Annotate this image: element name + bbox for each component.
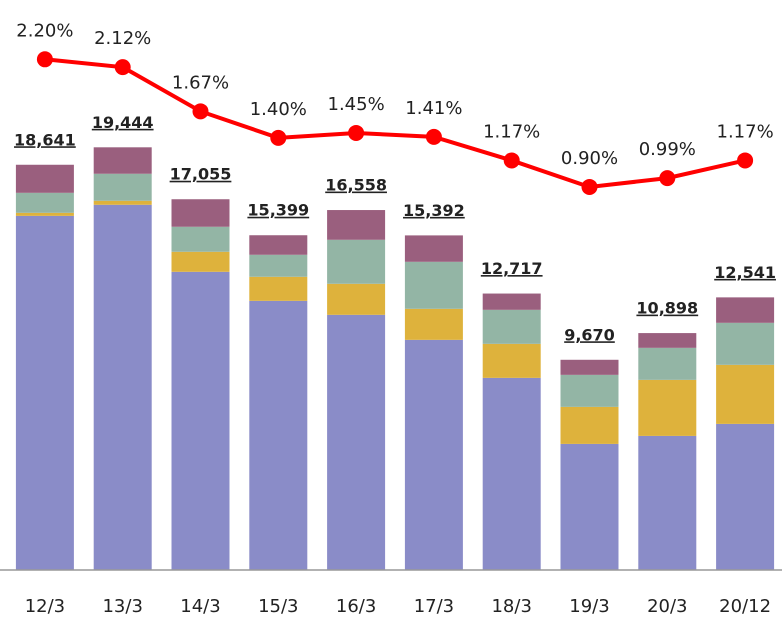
x-tick-label: 16/3 [336, 596, 376, 617]
line-label: 2.20% [16, 20, 73, 41]
total-label: 12,541 [714, 263, 776, 282]
bar-segment [171, 271, 230, 570]
bar-segment [404, 308, 463, 340]
bar-segment [93, 204, 152, 571]
bar-segment [482, 343, 541, 378]
total-label: 15,399 [247, 201, 309, 220]
total-label: 10,898 [636, 299, 698, 318]
total-label: 12,717 [481, 259, 543, 278]
line-label: 1.67% [172, 72, 229, 93]
line-point [659, 170, 676, 187]
bar-segment [560, 406, 619, 444]
bar-segment [171, 226, 230, 252]
line-label: 2.12% [94, 28, 151, 49]
line-label: 1.17% [717, 121, 774, 142]
total-label: 16,558 [325, 176, 387, 195]
bar-segment [171, 251, 230, 272]
bar-segment [15, 192, 74, 213]
bar-segment [482, 309, 541, 344]
bar-segment [327, 210, 386, 240]
bar-segment [638, 333, 697, 348]
bar-segment [638, 379, 697, 436]
line-point [737, 152, 754, 169]
line-label: 0.90% [561, 148, 618, 169]
line-label: 1.41% [405, 98, 462, 119]
line-point [192, 103, 209, 120]
line-point [270, 129, 287, 146]
x-tick-label: 12/3 [25, 596, 65, 617]
bar-segment [716, 364, 775, 424]
bar-segment [560, 359, 619, 375]
bar-segment [560, 374, 619, 407]
x-tick-label: 19/3 [569, 596, 609, 617]
bar-segment [560, 443, 619, 570]
bar-segment [15, 164, 74, 193]
bar-segment [716, 297, 775, 323]
bar-segment [638, 435, 697, 570]
total-label: 15,392 [403, 201, 465, 220]
bar-segment [404, 339, 463, 570]
bar-segment [171, 199, 230, 227]
line-point [425, 128, 442, 145]
bar-segment [249, 235, 308, 255]
line [44, 57, 746, 190]
bar-segment [249, 300, 308, 570]
total-label: 9,670 [564, 325, 615, 344]
bar-segment [15, 212, 74, 216]
bar-segment [482, 293, 541, 310]
line-label: 0.99% [639, 139, 696, 160]
bar-segment [404, 235, 463, 262]
x-tick-label: 20/3 [647, 596, 687, 617]
bar-segment [638, 347, 697, 380]
x-tick-label: 15/3 [258, 596, 298, 617]
line-point [36, 51, 53, 68]
bar-segment [716, 322, 775, 365]
bar-segment [249, 254, 308, 277]
bar-segment [93, 200, 152, 205]
x-tick-label: 18/3 [491, 596, 531, 617]
bar-segment [716, 423, 775, 570]
line-point [348, 124, 365, 141]
bar-segment [327, 239, 386, 284]
line-label: 1.17% [483, 121, 540, 142]
line-point [503, 152, 520, 169]
bar-segment [327, 283, 386, 315]
bar-segment [482, 377, 541, 570]
x-tick-label: 13/3 [102, 596, 142, 617]
total-label: 19,444 [92, 113, 154, 132]
x-tick-label: 17/3 [414, 596, 454, 617]
total-label: 18,641 [14, 130, 76, 149]
line-point [114, 59, 131, 76]
bar-segment [93, 173, 152, 201]
line-label: 1.40% [250, 99, 307, 120]
bar-segment [93, 147, 152, 174]
line-point [581, 178, 598, 195]
line-label: 1.45% [328, 94, 385, 115]
total-label: 17,055 [170, 165, 232, 184]
bar-segment [15, 215, 74, 570]
x-tick-label: 20/12 [719, 596, 771, 617]
bar-segment [249, 276, 308, 301]
bar-segment [404, 261, 463, 309]
bar-segment [327, 314, 386, 570]
x-tick-label: 14/3 [180, 596, 220, 617]
